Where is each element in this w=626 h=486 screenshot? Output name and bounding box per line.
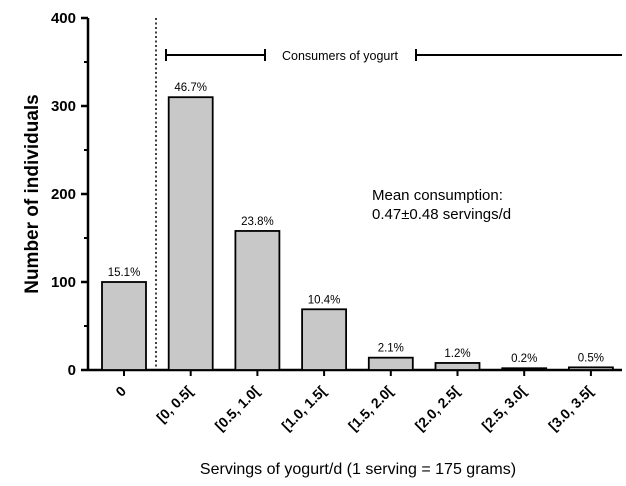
y-tick-label: 300 — [51, 98, 76, 115]
bar-data-label: 0.2% — [511, 353, 537, 365]
x-category-labels: 0 [0, 0.5[ [0.5, 1.0[ [1.0, 1.5[ [1.5, 2.0[ [… — [112, 370, 596, 434]
x-category-label: [2.5, 3.0[ — [478, 383, 529, 434]
bar — [501, 367, 548, 371]
x-category-label: [2.0, 2.5[ — [412, 383, 463, 434]
bar — [234, 230, 281, 371]
bar — [101, 281, 147, 371]
x-axis-title: Servings of yogurt/d (1 serving = 175 gr… — [200, 461, 516, 478]
bar — [434, 362, 481, 371]
x-category-label: [1.5, 2.0[ — [345, 383, 396, 434]
y-tick-label: 400 — [51, 10, 76, 27]
mean-consumption-label: Mean consumption: — [372, 187, 503, 204]
y-tick-label: 200 — [51, 186, 76, 203]
x-category-label: [0, 0.5[ — [153, 383, 196, 426]
bar-data-label: 23.8% — [241, 216, 274, 228]
y-tick-label: 100 — [51, 274, 76, 291]
bar-data-label: 46.7% — [174, 82, 207, 94]
bar-data-label: 1.2% — [444, 348, 470, 360]
bar — [367, 356, 414, 371]
x-category-label: [3.0, 3.5[ — [545, 383, 596, 434]
bar — [301, 308, 348, 371]
mean-consumption-value: 0.47±0.48 servings/d — [372, 206, 511, 223]
bar-data-labels: 15.1% 46.7% 23.8% 10.4% 2.1% 1.2% 0.2% 0.5% — [108, 82, 604, 365]
consumers-bracket: Consumers of yogurt — [165, 49, 622, 63]
bars — [101, 96, 614, 371]
x-category-label: [0.5, 1.0[ — [212, 383, 263, 434]
bar-data-label: 2.1% — [378, 343, 404, 355]
y-ticks: 0 100 200 300 400 — [51, 10, 88, 379]
bar-data-label: 10.4% — [308, 294, 341, 306]
bar-data-label: 0.5% — [578, 352, 604, 364]
consumers-label: Consumers of yogurt — [282, 49, 399, 63]
x-category-label: 0 — [112, 383, 129, 400]
bar-data-label: 15.1% — [108, 267, 141, 279]
y-axis-title: Number of individuals — [22, 94, 43, 294]
y-tick-label: 0 — [68, 362, 76, 379]
x-category-label: [1.0, 1.5[ — [278, 383, 329, 434]
bar — [568, 366, 614, 371]
bar — [167, 96, 214, 371]
